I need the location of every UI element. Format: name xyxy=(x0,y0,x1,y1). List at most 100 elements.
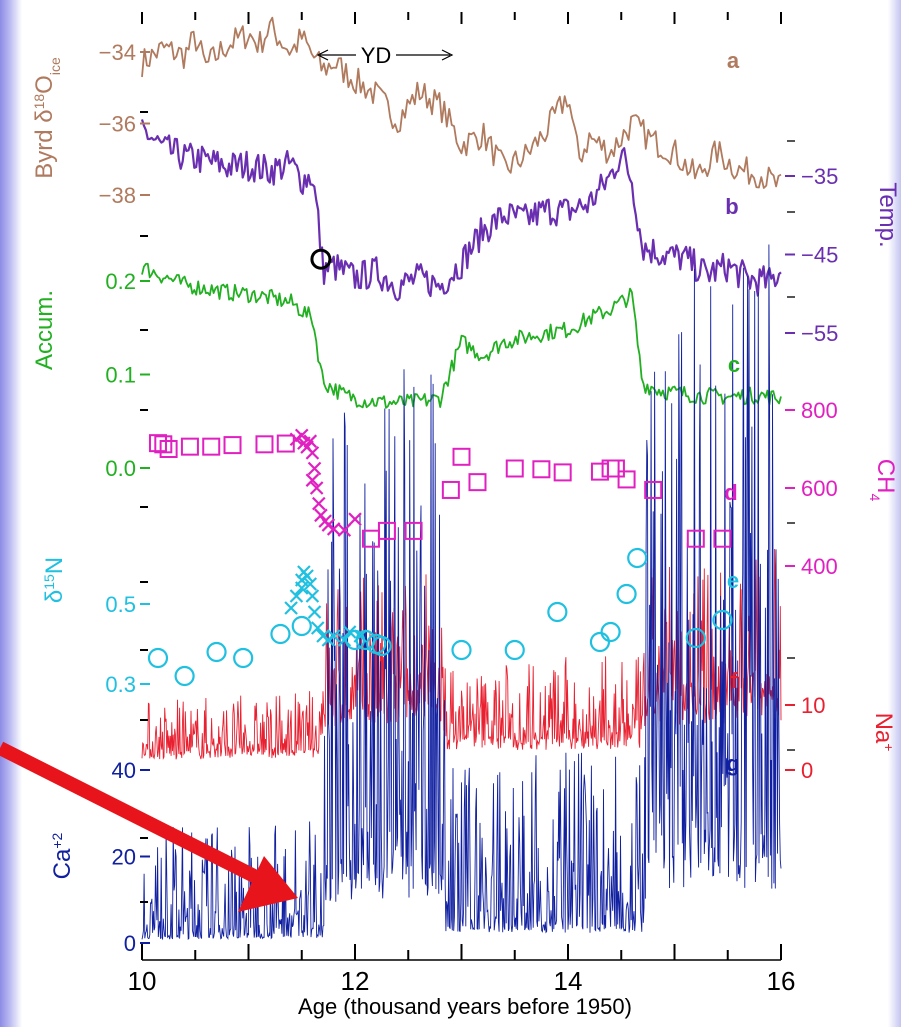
yd-arrowhead-left xyxy=(316,49,329,61)
d15n-cross-marker xyxy=(303,577,318,591)
ch4-square-marker xyxy=(452,447,471,466)
ch4-square-marker xyxy=(686,529,705,548)
ch4-square-marker xyxy=(505,459,524,478)
y-tick-label-g: 40 xyxy=(112,758,136,783)
ylabel-d15n-part: 15 xyxy=(41,574,57,590)
ch4-square-marker xyxy=(553,463,572,482)
ch4-square-marker xyxy=(180,437,199,456)
panel-letter-g: g xyxy=(726,751,739,776)
d15n-circle-marker xyxy=(270,623,291,645)
y-tick-label-e: 0.3 xyxy=(105,672,136,697)
d15n-cross-marker xyxy=(353,629,368,643)
x-tick-label: 10 xyxy=(128,966,157,996)
series-line-a xyxy=(141,16,782,189)
y-tick-label-c: 0.0 xyxy=(105,456,136,481)
ch4-cross-marker xyxy=(348,512,362,526)
ch4-cross-marker xyxy=(307,461,322,476)
y-tick-label-a: −38 xyxy=(99,183,136,208)
d15n-circle-marker xyxy=(616,583,637,605)
ch4-square-marker xyxy=(644,480,663,499)
ylabel-byrd-d18o-part: ice xyxy=(47,57,63,75)
ch4-cross-marker xyxy=(312,496,326,511)
ylabel-ca: Ca+2 xyxy=(49,832,76,879)
red-arrow-shaft xyxy=(0,741,266,887)
red-arrow-head xyxy=(238,856,298,912)
d15n-cross-marker xyxy=(337,633,352,647)
d15n-circle-marker xyxy=(600,621,621,643)
y-tick-label-c: 0.2 xyxy=(105,269,136,294)
ylabel-na-part: + xyxy=(881,743,897,751)
ch4-cross-marker xyxy=(314,508,328,523)
y-tick-label-f: 0 xyxy=(801,758,813,783)
d15n-circle-marker xyxy=(685,627,706,649)
ch4-cross-marker xyxy=(337,523,352,537)
series-line-f xyxy=(141,548,782,761)
d15n-cross-marker xyxy=(294,581,309,595)
axes-layer xyxy=(140,12,795,961)
ylabel-byrd-d18o-part: O xyxy=(31,75,58,94)
ylabel-byrd-d18o-part: 18 xyxy=(31,94,47,110)
x-tick-label: 14 xyxy=(554,966,583,996)
ylabel-na-part: Na xyxy=(870,713,897,744)
d15n-circle-marker xyxy=(206,641,227,663)
ylabel-d15n: δ15N xyxy=(41,557,68,603)
x-tick-label: 12 xyxy=(341,966,370,996)
ch4-cross-marker xyxy=(305,446,320,460)
ch4-cross-marker xyxy=(305,473,320,487)
ylabel-na: Na+ xyxy=(870,713,897,752)
ch4-square-marker xyxy=(468,473,487,492)
x-axis-title: Age (thousand years before 1950) xyxy=(298,994,632,1019)
ch4-square-marker xyxy=(441,480,460,499)
ylabel-d15n-part: N xyxy=(41,557,68,574)
d15n-circle-marker xyxy=(547,601,568,623)
series-line-g xyxy=(141,244,782,941)
ylabel-temp-part: Temp. xyxy=(874,182,901,247)
y-tick-label-d: 600 xyxy=(801,476,838,501)
d15n-cross-marker xyxy=(305,589,320,603)
d15n-cross-marker xyxy=(300,569,314,583)
y-tick-label-d: 800 xyxy=(801,398,838,423)
ch4-cross-marker xyxy=(294,428,309,443)
ch4-square-marker xyxy=(148,434,167,453)
panel-letter-c: c xyxy=(728,352,740,377)
ch4-square-marker xyxy=(223,436,242,455)
ch4-square-marker xyxy=(255,435,274,454)
ylabel-ch4-part: CH xyxy=(872,459,899,494)
ch4-square-marker xyxy=(202,437,221,456)
d15n-circle-marker xyxy=(589,631,611,653)
y-tick-label-g: 0 xyxy=(124,931,136,956)
yd-label: YD xyxy=(361,43,392,68)
d15n-cross-marker xyxy=(342,625,357,639)
labels-layer: −34−36−380.20.10.00.50.340200−35−45−5580… xyxy=(0,40,901,996)
y-tick-label-b: −45 xyxy=(801,243,838,268)
series-line-b xyxy=(140,119,782,302)
ylabel-ca-part: +2 xyxy=(49,832,65,848)
ylabel-byrd-d18o-part: Byrd δ xyxy=(31,109,58,178)
ch4-square-marker xyxy=(159,440,178,458)
y-tick-label-c: 0.1 xyxy=(105,363,136,388)
ylabel-d15n-part: δ xyxy=(41,590,68,603)
ylabel-ch4-part: 4 xyxy=(867,493,883,501)
ch4-square-marker xyxy=(606,459,625,478)
transition-circle-marker xyxy=(310,248,332,270)
d15n-circle-marker xyxy=(174,665,195,687)
d15n-circle-marker xyxy=(627,547,648,569)
d15n-cross-marker xyxy=(326,629,341,643)
panel-letter-b: b xyxy=(725,194,738,219)
x-tick-label: 16 xyxy=(767,966,796,996)
yd-arrowhead-right xyxy=(441,49,454,61)
d15n-circle-marker xyxy=(504,639,525,661)
ylabel-byrd-d18o: Byrd δ18Oice xyxy=(31,57,63,179)
ylabel-temp: Temp. xyxy=(874,182,901,247)
ch4-square-marker xyxy=(154,435,173,454)
panel-letter-e: e xyxy=(727,568,739,593)
panel-letter-d: d xyxy=(724,480,737,505)
d15n-circle-marker xyxy=(147,647,169,669)
d15n-cross-marker xyxy=(284,601,298,615)
series-line-c xyxy=(141,262,782,409)
plot-layer xyxy=(140,16,782,941)
d15n-circle-marker xyxy=(712,609,733,631)
d15n-circle-marker xyxy=(451,639,472,661)
ch4-square-marker xyxy=(276,434,295,453)
